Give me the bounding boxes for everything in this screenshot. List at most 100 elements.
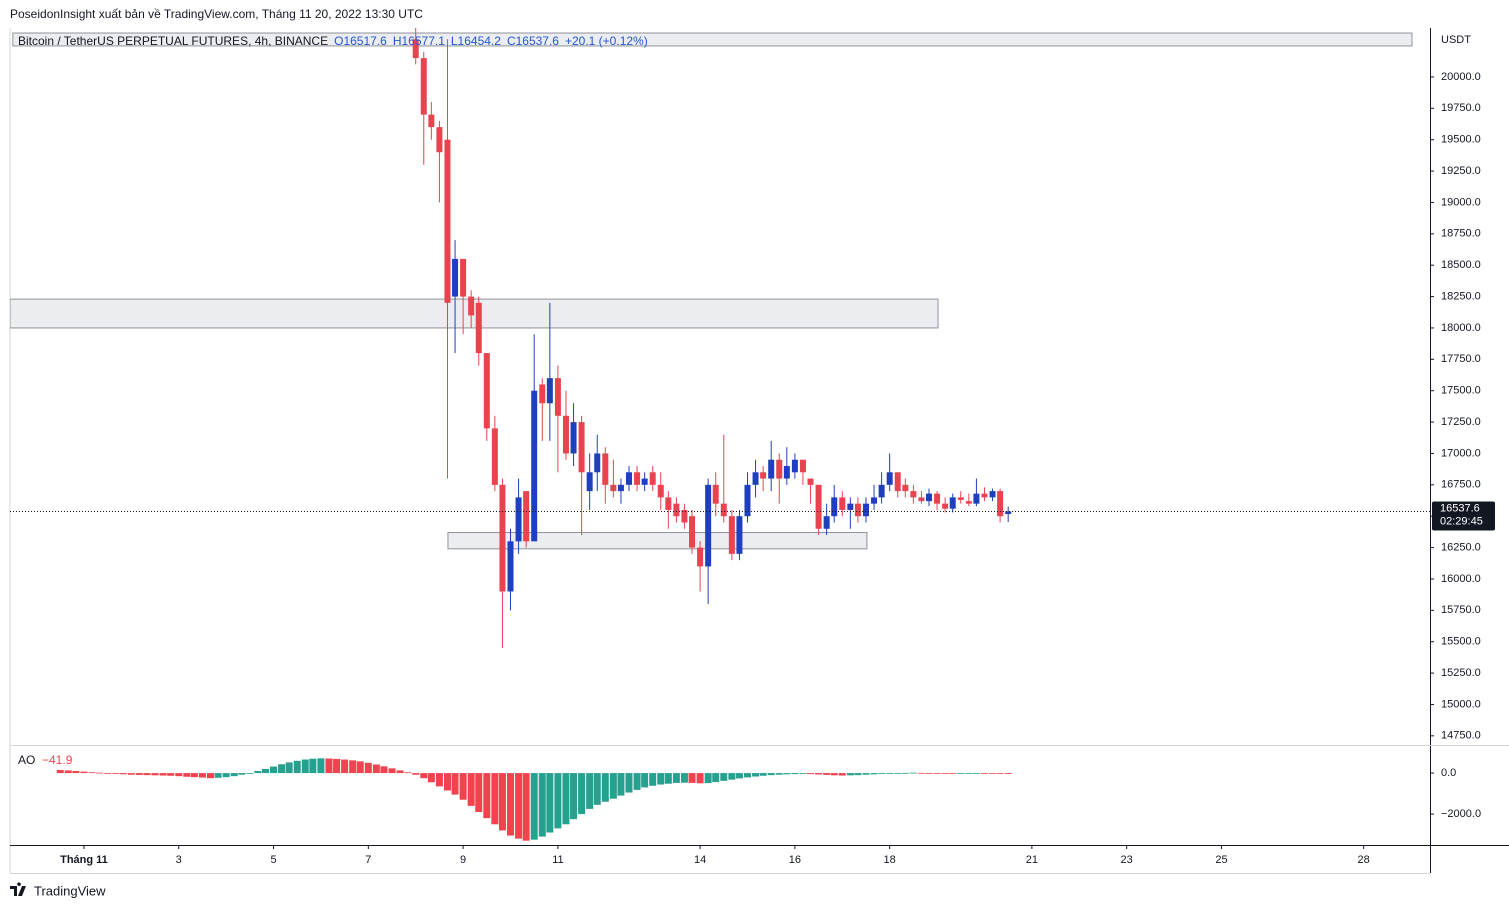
ao-bar <box>933 773 941 774</box>
candle-body <box>776 459 783 479</box>
candle-body <box>712 484 719 504</box>
ao-bar <box>396 770 404 774</box>
ao-bar <box>151 773 159 776</box>
ao-bar <box>56 770 64 774</box>
candle-body <box>894 472 901 492</box>
ao-bar <box>206 773 214 779</box>
candle-body <box>949 497 956 509</box>
candle-body <box>705 484 712 567</box>
ao-name: AO <box>18 753 35 767</box>
legend-high: H16577.1 <box>393 34 445 48</box>
ao-bar <box>372 764 380 774</box>
candle-body <box>886 472 893 485</box>
ao-bar <box>601 773 609 802</box>
y-tick-label: 0.0 <box>1441 767 1456 779</box>
price-pane <box>10 28 1430 648</box>
ao-bar <box>443 773 451 791</box>
ao-bar <box>459 773 467 800</box>
ao-bar <box>799 773 807 774</box>
ao-bar <box>270 766 278 774</box>
candle-body <box>602 453 609 485</box>
ao-bar <box>254 771 262 774</box>
ao-bar <box>341 759 349 774</box>
ao-bar <box>712 773 720 783</box>
candle-body <box>973 493 980 504</box>
candle-body <box>586 472 593 492</box>
x-tick-label: 16 <box>789 854 801 866</box>
ao-bar <box>728 773 736 780</box>
ao-bar <box>475 773 483 813</box>
candle-body <box>625 472 632 485</box>
y-tick-label: 14750.0 <box>1441 730 1481 742</box>
legend: Bitcoin / TetherUS PERPETUAL FUTURES, 4h… <box>18 34 648 48</box>
ao-bar <box>688 773 696 783</box>
ao-value: −41.9 <box>42 753 73 767</box>
y-tick-label: 17500.0 <box>1441 385 1481 397</box>
candle-body <box>554 378 561 416</box>
x-tick-label: 3 <box>176 854 182 866</box>
candle-body <box>981 493 988 498</box>
ao-bar <box>88 772 96 774</box>
ao-bar <box>119 773 127 775</box>
ao-bar <box>167 773 175 776</box>
candle-body <box>918 497 925 502</box>
last-price-box <box>1432 501 1495 531</box>
ao-bar <box>965 773 973 774</box>
y-tick-label: −2000.0 <box>1441 808 1481 820</box>
ao-bar <box>530 773 538 840</box>
y-tick-label: 16000.0 <box>1441 573 1481 585</box>
ao-bar <box>949 773 957 774</box>
candle-body <box>815 484 822 529</box>
y-tick-label: 16750.0 <box>1441 479 1481 491</box>
ao-bar <box>735 773 743 779</box>
ao-bar <box>451 773 459 795</box>
candle-body <box>460 258 467 297</box>
candle-body <box>791 459 798 473</box>
y-tick-label: 17750.0 <box>1441 353 1481 365</box>
candle-body <box>468 296 475 316</box>
y-tick-label: 17250.0 <box>1441 416 1481 428</box>
ao-bar <box>333 758 341 774</box>
footer: TradingView <box>34 883 106 898</box>
candle-body <box>697 547 704 567</box>
candle-body <box>428 114 435 128</box>
ao-bar <box>878 773 886 774</box>
y-tick-label: 19250.0 <box>1441 165 1481 177</box>
ao-bar <box>704 773 712 784</box>
ao-bar <box>554 773 562 829</box>
candle-body <box>689 516 696 548</box>
ao-bar <box>767 773 775 776</box>
x-tick-label: 5 <box>270 854 276 866</box>
candle-body <box>444 139 451 303</box>
candle-body <box>673 503 680 517</box>
ao-bar <box>901 772 909 774</box>
ao-bar <box>941 773 949 774</box>
ao-bar <box>127 773 135 775</box>
ao-bar <box>175 773 183 777</box>
ao-bar <box>112 773 120 774</box>
ao-bar <box>680 773 688 783</box>
y-tick-label: 17000.0 <box>1441 447 1481 459</box>
candle-body <box>681 509 688 523</box>
candle-body <box>420 58 427 115</box>
ao-bar <box>278 764 286 774</box>
ao-bar <box>435 773 443 787</box>
candle-body <box>617 484 624 492</box>
ao-bar <box>1004 773 1012 774</box>
unit-label: USDT <box>1441 34 1471 46</box>
candle-body <box>539 384 546 404</box>
candle-body <box>634 472 641 485</box>
ao-bar <box>894 773 902 774</box>
ao-bar <box>522 773 530 841</box>
ao-bar <box>886 773 894 774</box>
ao-bar <box>214 773 222 778</box>
candle-body <box>878 484 885 498</box>
ao-bar <box>672 773 680 783</box>
candle-body <box>531 390 538 542</box>
ao-bar <box>309 758 317 774</box>
ao-bar <box>301 759 309 774</box>
ao-bar <box>664 773 672 784</box>
ao-bar <box>720 773 728 781</box>
zone <box>12 32 1413 47</box>
candle-body <box>594 453 601 473</box>
